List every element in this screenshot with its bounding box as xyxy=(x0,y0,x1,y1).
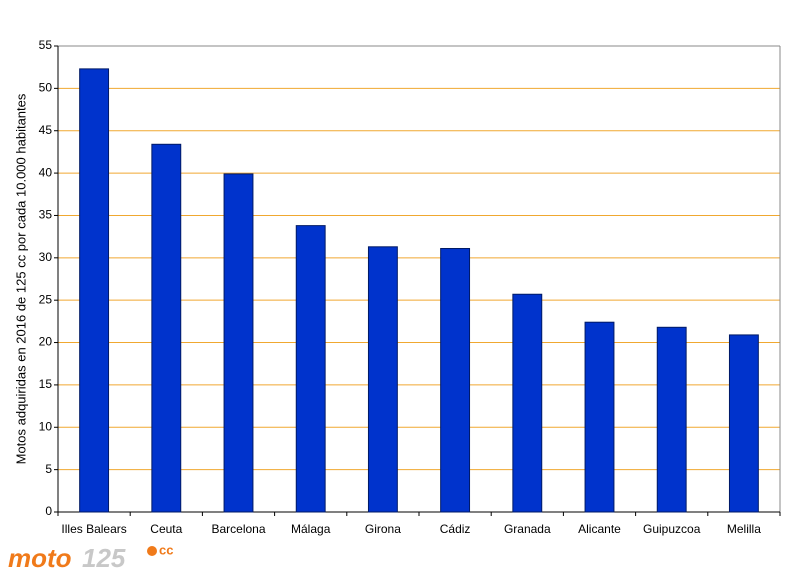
y-tick-label: 0 xyxy=(45,504,52,518)
logo-suffix: cc xyxy=(159,542,173,557)
bar xyxy=(79,68,110,513)
x-tick-label: Alicante xyxy=(578,522,621,536)
y-tick-label: 55 xyxy=(39,38,53,52)
x-tick-label: Melilla xyxy=(727,522,761,536)
y-tick-label: 30 xyxy=(39,250,53,264)
bar xyxy=(440,247,471,513)
logo-main: moto xyxy=(8,543,72,573)
bar xyxy=(295,225,326,513)
x-tick-label: Granada xyxy=(504,522,551,536)
bar xyxy=(151,143,182,513)
x-tick-label: Guipuzcoa xyxy=(643,522,701,536)
y-axis-label: Motos adquiridas en 2016 de 125 cc por c… xyxy=(13,93,28,464)
bar xyxy=(656,326,687,513)
x-tick-label: Girona xyxy=(365,522,401,536)
logo-dot xyxy=(147,546,157,556)
bar xyxy=(512,293,543,513)
y-tick-label: 35 xyxy=(39,208,53,222)
x-tick-label: Cádiz xyxy=(440,522,471,536)
x-tick-label: Barcelona xyxy=(211,522,265,536)
y-tick-label: 5 xyxy=(45,462,52,476)
y-tick-label: 40 xyxy=(39,165,53,179)
logo: moto 125 cc xyxy=(8,542,173,572)
bar xyxy=(584,321,615,513)
bar xyxy=(367,246,398,513)
logo-number: 125 xyxy=(82,543,126,573)
bar xyxy=(728,334,759,513)
y-tick-label: 10 xyxy=(39,419,53,433)
x-tick-label: Málaga xyxy=(291,522,331,536)
y-tick-label: 50 xyxy=(39,81,53,95)
x-tick-label: Ceuta xyxy=(150,522,182,536)
bar xyxy=(223,173,254,513)
x-tick-label: Illes Balears xyxy=(61,522,126,536)
y-tick-label: 15 xyxy=(39,377,53,391)
y-tick-label: 45 xyxy=(39,123,53,137)
y-tick-label: 25 xyxy=(39,292,53,306)
y-tick-label: 20 xyxy=(39,335,53,349)
